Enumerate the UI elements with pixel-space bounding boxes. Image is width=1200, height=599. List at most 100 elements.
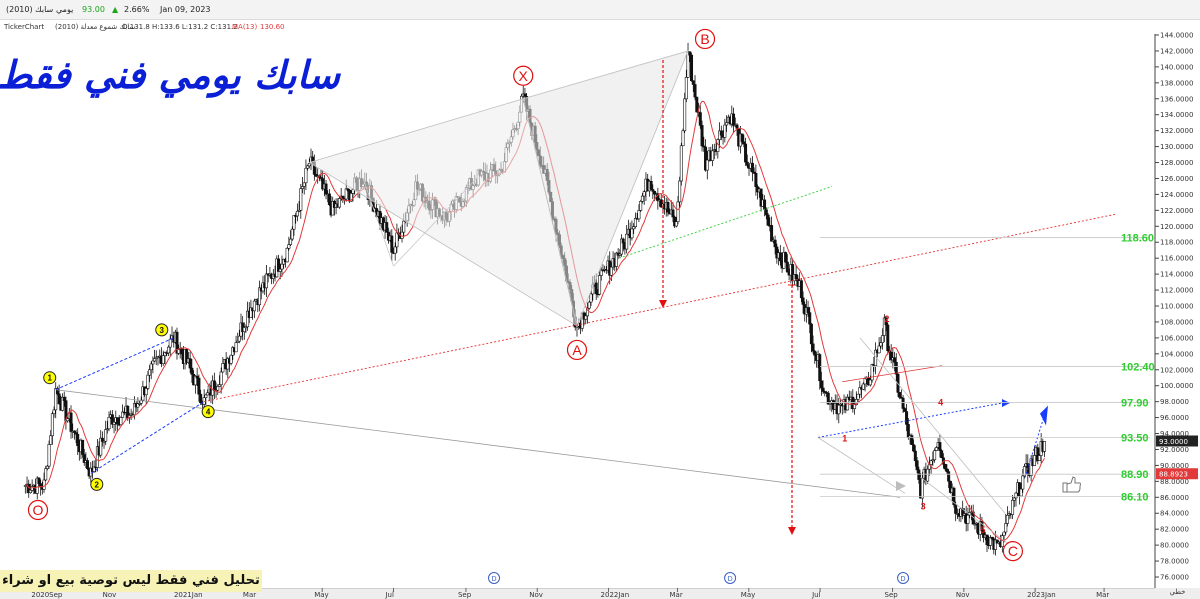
candle (898, 391, 902, 400)
y-tick-label: 90.0000 (1160, 462, 1189, 470)
candle-body (81, 439, 85, 455)
candle (837, 397, 841, 424)
candle (632, 223, 636, 234)
candle-body (236, 340, 240, 343)
candle (1014, 491, 1018, 507)
candle (740, 133, 744, 145)
candle (637, 204, 641, 223)
candle-body (216, 386, 220, 391)
candle-body (763, 199, 767, 211)
candle (50, 411, 54, 445)
candle (940, 449, 944, 459)
candle (791, 258, 795, 287)
candle (146, 370, 150, 391)
candle (1005, 506, 1009, 527)
candle (905, 403, 909, 432)
candle-body (246, 310, 250, 328)
candle-body (920, 478, 924, 499)
candle-body (61, 396, 65, 411)
candle (1032, 445, 1036, 466)
candle-body (754, 173, 758, 187)
candle (290, 226, 294, 242)
candle-body (202, 397, 206, 405)
period-label[interactable]: يومي (56, 5, 74, 14)
ohlc-label: O:131.8 H:133.6 L:131.2 C:131.2 (122, 23, 238, 31)
x-axis: 2020Sep Nov 2021Jan Mar May Jul Sep Nov 2022Jan M… (31, 588, 1109, 599)
candle-body (910, 435, 914, 445)
candle (297, 201, 301, 213)
candle (948, 480, 952, 494)
red-arrow-head-icon (659, 300, 667, 308)
candle (148, 365, 152, 383)
thumb-hand (1066, 476, 1081, 493)
instrument-label: سابك شموع معدلة (2010) (55, 23, 136, 31)
candle-body (57, 393, 61, 405)
gray-arrow-head-icon (896, 481, 906, 491)
y-tick-label: 84.0000 (1160, 510, 1189, 518)
candle (671, 202, 675, 223)
candle-body (244, 326, 248, 329)
candle (1029, 454, 1033, 482)
candle-body (630, 228, 634, 239)
candle-body (893, 357, 897, 363)
candle (903, 407, 907, 412)
candle-body (856, 393, 860, 400)
axis-mode-label[interactable]: خطي (1155, 588, 1200, 599)
pattern-letter: O (33, 502, 44, 518)
candle-body (725, 122, 729, 126)
wave-label: 4 (938, 398, 943, 408)
candle (651, 184, 655, 200)
candle-body (690, 54, 694, 82)
candle-body (50, 413, 54, 437)
candle-body (74, 432, 78, 435)
candle (931, 451, 935, 467)
candle-body (1022, 466, 1026, 477)
red-short-line (842, 365, 943, 383)
candle (702, 136, 706, 152)
candle-body (306, 165, 310, 169)
candle-body (651, 189, 655, 192)
candle-body (674, 221, 678, 227)
candle-body (933, 450, 937, 461)
candle-body (704, 146, 708, 171)
candle (285, 247, 289, 263)
candle-body (301, 186, 305, 189)
candle (894, 353, 898, 381)
candle (107, 411, 111, 432)
candle-body (973, 523, 977, 526)
y-tick-label: 76.0000 (1160, 574, 1189, 582)
candle-body (195, 375, 199, 379)
ma-value: 130.60 (260, 23, 285, 31)
candle-body (990, 537, 994, 540)
y-tick-label: 78.0000 (1160, 558, 1189, 566)
candle (104, 420, 108, 446)
dividend-circle (897, 572, 910, 584)
candle-body (837, 404, 841, 415)
candle-body (151, 360, 155, 365)
candle-body (168, 338, 172, 348)
candle (149, 361, 153, 380)
candle-body (752, 171, 756, 174)
candle (933, 448, 937, 463)
blue-up-line (1024, 413, 1046, 478)
candle (725, 115, 729, 132)
candle (264, 265, 268, 298)
candle (280, 255, 284, 277)
candle-body (961, 508, 965, 516)
x-tick-label: Sep (885, 591, 899, 599)
y-tick-label: 108.0000 (1160, 318, 1193, 326)
candle-body (940, 450, 944, 459)
candle (750, 156, 754, 182)
candle (121, 404, 125, 418)
candle (229, 354, 233, 366)
symbol-label[interactable]: سابك (2010) (6, 5, 54, 14)
candle (331, 196, 335, 216)
candle (242, 322, 246, 340)
candle-body (180, 347, 184, 355)
candle (695, 96, 699, 113)
blue-up-arrow-icon (1040, 405, 1048, 426)
candle (988, 535, 992, 550)
y-tick-label: 116.0000 (1160, 255, 1193, 263)
candle (390, 229, 394, 262)
